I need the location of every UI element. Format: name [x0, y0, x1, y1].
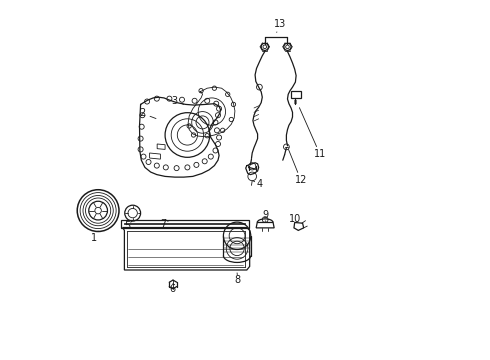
- Text: 11: 11: [314, 149, 326, 159]
- Text: 1: 1: [91, 233, 97, 243]
- Text: 3: 3: [172, 96, 178, 106]
- Text: 10: 10: [289, 213, 301, 224]
- Text: 5: 5: [124, 221, 130, 231]
- Text: 12: 12: [294, 175, 307, 185]
- Text: 13: 13: [274, 19, 287, 30]
- Text: 2: 2: [139, 108, 146, 118]
- Text: 9: 9: [263, 210, 269, 220]
- Text: 4: 4: [256, 179, 263, 189]
- Text: 6: 6: [169, 284, 175, 294]
- Text: 8: 8: [235, 275, 241, 285]
- Text: 7: 7: [160, 219, 166, 229]
